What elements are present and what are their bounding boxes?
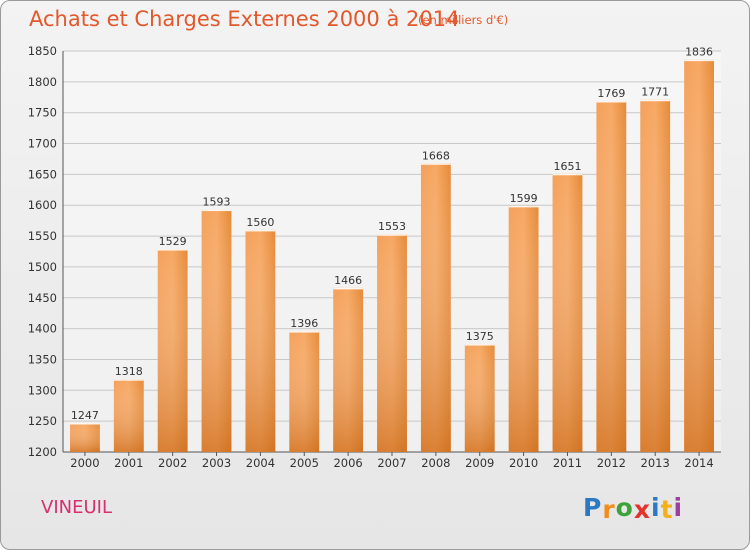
bar-shade [377,234,407,452]
y-tick-label: 1300 [28,383,57,397]
logo-letter: i [651,493,661,522]
bar-shade [289,331,320,452]
bar-shade [596,100,627,453]
bar-shade [201,209,232,452]
x-tick-label: 2007 [377,456,406,470]
bar-shade [552,173,583,452]
bar-shade [508,205,539,452]
data-label: 1560 [246,216,274,229]
y-tick-label: 1250 [28,414,57,428]
bar-top-highlight [113,379,144,381]
y-tick-label: 1400 [28,322,57,336]
data-label: 1466 [334,274,362,287]
x-tick-label: 2001 [114,456,143,470]
data-label: 1599 [510,192,538,205]
bar-top-highlight [333,287,364,290]
y-tick-label: 1500 [28,260,57,274]
logo-letter: x [633,495,651,524]
data-label: 1836 [685,46,713,59]
data-label: 1651 [553,160,581,173]
logo-letter: P [583,493,603,522]
bar-top-highlight [420,163,451,165]
bar-top-highlight [684,59,714,62]
x-tick-label: 2012 [597,456,626,470]
bar-top-highlight [377,234,407,236]
bar-top-highlight [596,100,627,103]
data-label: 1771 [641,86,669,99]
x-tick-label: 2000 [70,456,99,470]
bar-top-highlight [464,344,495,346]
y-tick-label: 1600 [28,198,57,212]
bar-top-highlight [508,205,539,208]
x-tick-label: 2009 [465,456,494,470]
bar-shade [420,163,451,452]
place-name: VINEUIL [41,497,112,518]
data-label: 1769 [597,87,625,100]
data-label: 1529 [159,235,187,248]
bar-top-highlight [289,331,320,333]
data-label: 1375 [466,330,494,343]
y-tick-label: 1350 [28,352,57,366]
y-tick-label: 1550 [28,229,57,243]
x-tick-label: 2003 [202,456,231,470]
bar-shade [157,249,188,452]
y-tick-label: 1200 [28,445,57,459]
x-tick-label: 2014 [684,456,713,470]
chart-subtitle: (en milliers d'€) [418,13,509,27]
bar-shade [684,59,714,452]
bar-shade [70,423,100,452]
bar-shade [640,99,671,452]
label-layer: 1247 1318 1529 1593 1560 1396 1466 1553 1668 1375… [71,46,713,422]
x-tick-label: 2013 [641,456,670,470]
data-label: 1318 [115,365,143,378]
logo-letter: r [602,495,616,524]
y-tick-label: 1700 [28,137,57,151]
bar-top-highlight [157,249,188,251]
data-label: 1553 [378,220,406,233]
x-tick-label: 2005 [290,456,319,470]
y-tick-label: 1800 [28,75,57,89]
y-tick-label: 1850 [28,44,57,58]
chart-title: Achats et Charges Externes 2000 à 2014 [29,7,460,31]
x-tick-label: 2008 [421,456,450,470]
data-label: 1593 [203,196,231,209]
x-tick-label: 2010 [509,456,538,470]
bar-top-highlight [552,173,583,176]
logo-letter: o [615,493,634,522]
x-tick-label: 2004 [246,456,275,470]
bar-top-highlight [640,99,671,102]
logo-letter: i [673,493,684,522]
proxiti-logo: Proxiti [583,493,684,524]
bar-top-highlight [70,423,100,425]
logo-letter: t [660,495,674,524]
data-label: 1396 [290,317,318,330]
bar-top-highlight [245,229,276,232]
data-label: 1668 [422,149,450,162]
x-tick-label: 2002 [158,456,187,470]
data-label: 1247 [71,409,99,422]
x-tick-label: 2011 [553,456,582,470]
y-tick-label: 1450 [28,291,57,305]
bar-shade [464,344,495,452]
x-tick-label: 2006 [333,456,362,470]
bar-shade [333,287,364,452]
y-tick-label: 1750 [28,106,57,120]
bar-shade [113,379,144,452]
y-tick-label: 1650 [28,167,57,181]
bar-layer [70,59,714,453]
bar-shade [245,229,276,452]
bar-top-highlight [201,209,232,212]
